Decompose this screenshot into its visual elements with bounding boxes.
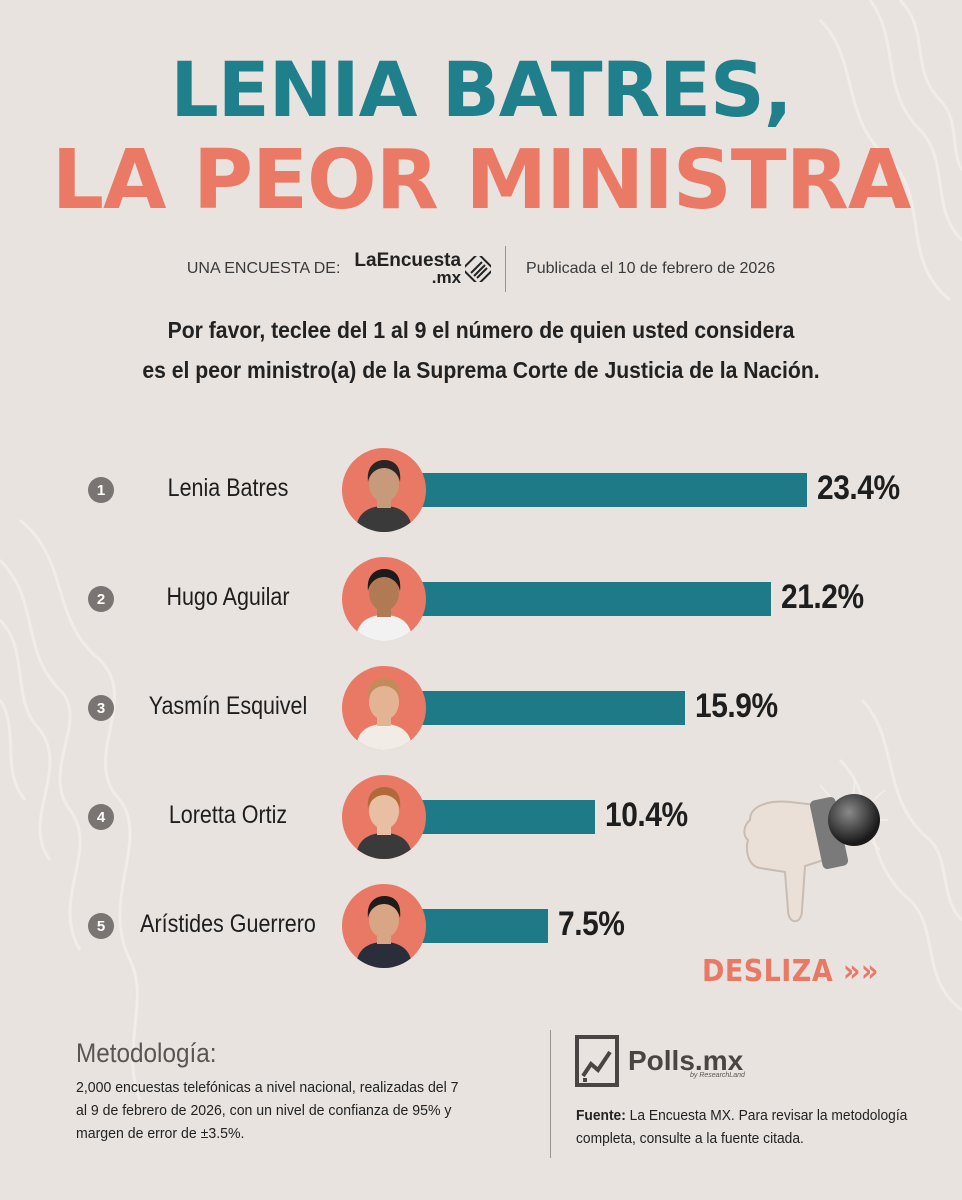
polls-logo-sub: by ResearchLand: [690, 1072, 745, 1079]
title-line-2: LA PEOR MINISTRA: [51, 133, 912, 228]
thumbs-down-icon: [743, 780, 888, 923]
byline: UNA ENCUESTA DE: LaEncuesta .mx Publicad…: [0, 246, 962, 292]
source-note: Fuente: La Encuesta MX. Para revisar la …: [576, 1104, 916, 1150]
footer-divider: [550, 1030, 551, 1158]
brand-name-text: LaEncuesta: [354, 249, 462, 271]
polls-logo-name: Polls.mx: [628, 1045, 744, 1076]
double-chevron-right-icon: »»: [843, 954, 879, 989]
source-label: Fuente:: [576, 1107, 626, 1124]
published-date: Publicada el 10 de febrero de 2026: [526, 260, 776, 277]
title-line-1: LENIA BATRES,: [170, 45, 792, 134]
laencuesta-logo-icon: [465, 256, 492, 282]
swipe-cta-label: DESLIZA: [702, 954, 834, 989]
methodology-title: Metodología:: [76, 1038, 217, 1068]
source-text: La Encuesta MX. Para revisar la metodolo…: [576, 1107, 908, 1147]
swipe-cta[interactable]: DESLIZA »»: [702, 954, 879, 989]
survey-question: Por favor, teclee del 1 al 9 el número d…: [38, 310, 923, 390]
brand-name: LaEncuesta .mx: [354, 249, 462, 287]
byline-label: UNA ENCUESTA DE:: [186, 260, 341, 277]
polls-logo: Polls.mx by ResearchLand: [574, 1034, 745, 1088]
byline-divider: [505, 246, 507, 292]
brand-suffix: .mx: [431, 267, 462, 287]
question-line-1: Por favor, teclee del 1 al 9 el número d…: [167, 317, 795, 343]
question-line-2: es el peor ministro(a) de la Suprema Cor…: [142, 357, 820, 383]
methodology-text: 2,000 encuestas telefónicas a nivel naci…: [76, 1079, 459, 1142]
polls-chart-icon: [575, 1035, 619, 1087]
